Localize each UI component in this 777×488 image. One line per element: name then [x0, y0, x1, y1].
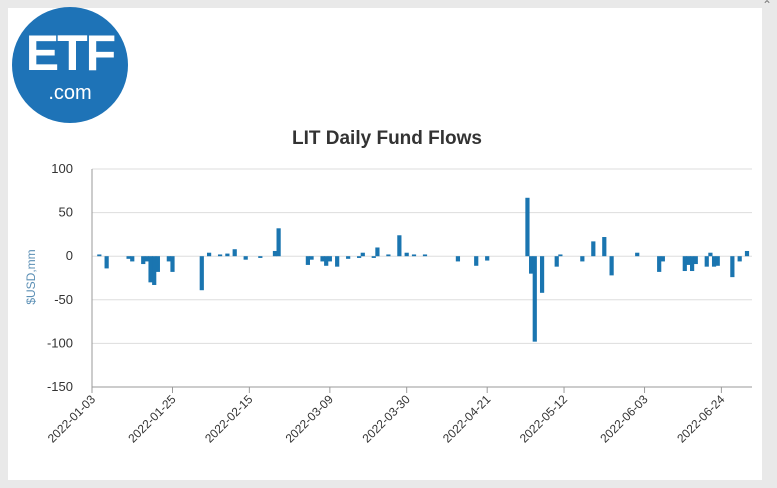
bar [148, 256, 153, 283]
bar [320, 256, 325, 262]
x-ticks: 2022-01-03 2022-01-25 2022-02-15 2022-03-09… [45, 387, 728, 446]
bar [704, 256, 709, 267]
y-tick-label: 100 [51, 161, 73, 176]
x-tick-label: 2022-06-24 [674, 392, 728, 446]
bar [591, 241, 596, 257]
bar [104, 256, 109, 269]
y-tick-label: -100 [47, 335, 73, 350]
x-tick-label: 2022-02-15 [202, 392, 256, 446]
bar [217, 254, 223, 257]
bar [485, 256, 490, 261]
x-tick-label: 2022-01-03 [45, 392, 99, 446]
logo-sub-text: .com [48, 82, 92, 104]
bar [580, 256, 585, 262]
chart-title: LIT Daily Fund Flows [292, 128, 482, 149]
bar [657, 256, 662, 272]
bar [360, 252, 365, 257]
bar [225, 253, 230, 257]
y-ticks: 100 50 0 -50 -100 -150 [47, 161, 73, 394]
axes [91, 169, 752, 388]
bar [272, 250, 278, 257]
bar [324, 256, 329, 266]
bar [411, 254, 417, 257]
bar [693, 256, 698, 265]
bar [170, 256, 175, 272]
bar [609, 256, 614, 276]
bar [682, 256, 687, 272]
bar [730, 256, 735, 278]
bar [371, 256, 376, 258]
bar [474, 256, 479, 266]
bar [660, 256, 665, 262]
bar [715, 256, 720, 266]
bar [744, 250, 750, 257]
bar [532, 256, 537, 342]
bar [243, 256, 248, 260]
bar [404, 252, 409, 257]
y-tick-label: 0 [66, 248, 73, 263]
bar [539, 256, 545, 293]
bar [525, 197, 530, 257]
bar [335, 256, 340, 267]
bar [711, 256, 717, 267]
bar [166, 256, 171, 262]
bar [554, 256, 559, 267]
x-tick-label: 2022-05-12 [517, 392, 571, 446]
bar [232, 249, 237, 257]
bar [276, 228, 281, 257]
bar [375, 247, 380, 257]
bar [152, 256, 157, 285]
x-tick-label: 2022-01-25 [125, 392, 179, 446]
y-axis-label: $USD,mm [24, 249, 38, 304]
x-tick-label: 2022-06-03 [597, 392, 651, 446]
bar [357, 256, 362, 258]
bar [455, 256, 461, 262]
etf-logo: ETF .com [12, 7, 128, 123]
bar [206, 252, 212, 257]
bars [97, 197, 750, 342]
bar [708, 252, 713, 257]
x-tick-label: 2022-04-21 [440, 392, 494, 446]
bar [386, 254, 391, 257]
bar [602, 237, 607, 257]
bar [199, 256, 204, 291]
bar [558, 254, 563, 257]
bar [130, 256, 135, 262]
bar [309, 256, 314, 260]
logo-main-text: ETF [25, 25, 116, 81]
y-tick-label: -150 [47, 379, 73, 394]
scroll-up-icon[interactable]: ⌃ [761, 0, 773, 12]
bar [635, 252, 640, 257]
y-tick-label: 50 [59, 205, 73, 220]
chart-panel [8, 8, 762, 480]
bar [346, 256, 351, 259]
bar [327, 256, 332, 262]
bar [258, 256, 263, 258]
bar [686, 256, 691, 265]
bar [126, 256, 131, 259]
bar [97, 254, 102, 257]
grid-lines [92, 168, 752, 388]
x-tick-label: 2022-03-09 [283, 392, 337, 446]
y-tick-label: -50 [54, 292, 73, 307]
bar [141, 256, 146, 265]
x-tick-label: 2022-03-30 [360, 392, 414, 446]
bar [305, 256, 310, 265]
bar [529, 256, 534, 274]
bar [737, 256, 742, 262]
bar [397, 235, 402, 257]
bar [155, 256, 160, 272]
bar [690, 256, 695, 272]
bar [422, 254, 428, 257]
bar [144, 256, 149, 262]
